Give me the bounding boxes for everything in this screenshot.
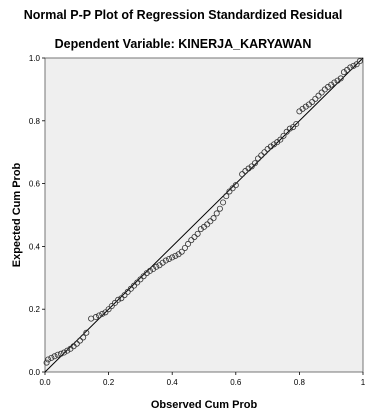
y-tick-label: 0.0 [29, 368, 41, 377]
tick-labels: 0.0 0.2 0.4 0.6 0.8 1 0.0 0.2 0.4 0.6 0.8 1.0 [29, 54, 366, 387]
data-point [127, 285, 134, 292]
data-point [111, 299, 118, 306]
x-axis-label: Observed Cum Prob [151, 399, 258, 411]
data-point [57, 350, 64, 357]
data-point [185, 240, 192, 247]
y-tick-label: 0.4 [29, 242, 41, 251]
data-point [309, 98, 316, 105]
y-tick-label: 1.0 [29, 54, 41, 63]
data-point [178, 248, 185, 255]
data-point [153, 263, 160, 270]
data-point [137, 276, 144, 283]
data-point [140, 273, 147, 280]
data-point [318, 89, 325, 96]
data-point [99, 310, 106, 317]
data-point [169, 254, 176, 261]
data-point [172, 252, 179, 259]
data-point [162, 257, 169, 264]
reference-line [44, 57, 364, 373]
data-point [213, 210, 220, 217]
data-point [331, 79, 338, 86]
data-point [146, 267, 153, 274]
data-point [248, 163, 255, 170]
data-point [350, 62, 357, 69]
data-point [124, 288, 131, 295]
data-point [226, 188, 233, 195]
x-tick-label: 0.0 [39, 378, 51, 387]
data-point [283, 128, 290, 135]
data-point [290, 124, 297, 131]
data-point [223, 193, 230, 200]
data-point [105, 306, 112, 313]
chart-title: Normal P-P Plot of Regression Standardiz… [23, 8, 343, 22]
data-point [261, 149, 268, 156]
data-point [280, 132, 287, 139]
data-point [207, 218, 214, 225]
data-point [220, 199, 227, 206]
chart-subtitle: Dependent Variable: KINERJA_KARYAWAN [54, 37, 312, 51]
x-tick-label: 1 [361, 378, 366, 387]
data-point [73, 340, 80, 347]
data-point [102, 309, 109, 316]
axis-ticks [42, 57, 364, 375]
data-point [210, 215, 217, 222]
data-point [356, 58, 363, 65]
data-point [115, 296, 122, 303]
x-tick-label: 0.6 [230, 378, 242, 387]
data-point [194, 230, 201, 237]
data-point [134, 279, 141, 286]
y-axis-label: Expected Cum Prob [11, 162, 23, 267]
y-tick-label: 0.6 [29, 180, 41, 189]
data-point [286, 125, 293, 132]
data-point [229, 185, 236, 192]
data-point [181, 244, 188, 251]
data-point [121, 292, 128, 299]
data-point [131, 282, 138, 289]
data-point [80, 334, 87, 341]
data-point [277, 136, 284, 143]
data-point [216, 205, 223, 212]
data-point [51, 353, 58, 360]
x-tick-label: 0.4 [167, 378, 179, 387]
data-point [239, 171, 246, 178]
data-point [251, 160, 258, 167]
data-point [96, 312, 103, 319]
data-point [118, 295, 125, 302]
data-point [347, 64, 354, 71]
data-point [45, 356, 52, 363]
data-point [166, 255, 173, 262]
data-point [188, 237, 195, 244]
data-point [258, 152, 265, 159]
data-point [83, 329, 90, 336]
data-point [92, 314, 99, 321]
data-points [43, 58, 363, 366]
data-point [48, 354, 55, 361]
data-point [76, 337, 83, 344]
data-point [293, 120, 300, 127]
data-point [255, 155, 262, 162]
y-tick-label: 0.2 [29, 305, 41, 314]
x-tick-label: 0.2 [103, 378, 115, 387]
data-point [54, 351, 61, 358]
y-tick-label: 0.8 [29, 117, 41, 126]
data-point [43, 359, 50, 366]
data-point [108, 303, 115, 310]
data-point [315, 92, 322, 99]
data-point [232, 182, 239, 189]
x-tick-label: 0.8 [294, 378, 306, 387]
data-point [61, 349, 68, 356]
data-point [353, 61, 360, 68]
data-point [204, 221, 211, 228]
data-point [337, 75, 344, 82]
data-point [64, 347, 71, 354]
data-point [191, 233, 198, 240]
data-point [312, 95, 319, 102]
